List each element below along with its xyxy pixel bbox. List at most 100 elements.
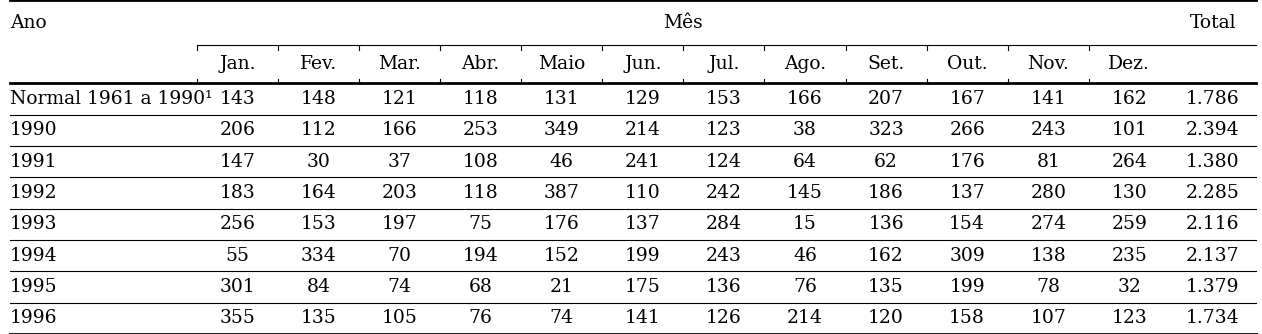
Text: Out.: Out. [946, 55, 987, 73]
Text: 259: 259 [1112, 215, 1147, 233]
Text: 55: 55 [226, 247, 250, 265]
Text: 153: 153 [705, 90, 742, 108]
Text: 107: 107 [1030, 309, 1066, 327]
Text: 124: 124 [705, 153, 742, 171]
Text: Abr.: Abr. [462, 55, 500, 73]
Text: 101: 101 [1112, 121, 1147, 139]
Text: 129: 129 [625, 90, 661, 108]
Text: Maio: Maio [538, 55, 586, 73]
Text: 334: 334 [300, 247, 337, 265]
Text: Jun.: Jun. [625, 55, 661, 73]
Text: 152: 152 [544, 247, 579, 265]
Text: 46: 46 [550, 153, 574, 171]
Text: 2.116: 2.116 [1186, 215, 1239, 233]
Text: 46: 46 [793, 247, 817, 265]
Text: 118: 118 [463, 90, 498, 108]
Text: 1995: 1995 [10, 278, 58, 296]
Text: 123: 123 [705, 121, 742, 139]
Text: 323: 323 [868, 121, 904, 139]
Text: 74: 74 [387, 278, 411, 296]
Text: 241: 241 [625, 153, 661, 171]
Text: 126: 126 [705, 309, 742, 327]
Text: 207: 207 [868, 90, 904, 108]
Text: 38: 38 [793, 121, 817, 139]
Text: Nov.: Nov. [1027, 55, 1069, 73]
Text: 112: 112 [300, 121, 337, 139]
Text: 81: 81 [1036, 153, 1060, 171]
Text: 235: 235 [1112, 247, 1147, 265]
Text: 105: 105 [381, 309, 418, 327]
Text: 243: 243 [1030, 121, 1066, 139]
Text: 1.786: 1.786 [1186, 90, 1239, 108]
Text: 253: 253 [463, 121, 498, 139]
Text: 1996: 1996 [10, 309, 58, 327]
Text: 1.379: 1.379 [1186, 278, 1239, 296]
Text: 243: 243 [705, 247, 742, 265]
Text: 131: 131 [544, 90, 579, 108]
Text: 108: 108 [463, 153, 498, 171]
Text: 355: 355 [220, 309, 255, 327]
Text: 110: 110 [625, 184, 661, 202]
Text: 349: 349 [544, 121, 579, 139]
Text: 1990: 1990 [10, 121, 58, 139]
Text: 78: 78 [1036, 278, 1060, 296]
Text: 214: 214 [625, 121, 661, 139]
Text: 309: 309 [949, 247, 986, 265]
Text: 2.137: 2.137 [1186, 247, 1239, 265]
Text: 68: 68 [468, 278, 492, 296]
Text: 135: 135 [300, 309, 337, 327]
Text: 138: 138 [1030, 247, 1066, 265]
Text: 166: 166 [382, 121, 418, 139]
Text: 153: 153 [300, 215, 337, 233]
Text: 147: 147 [220, 153, 255, 171]
Text: 30: 30 [307, 153, 331, 171]
Text: 256: 256 [220, 215, 255, 233]
Text: 1994: 1994 [10, 247, 58, 265]
Text: Set.: Set. [867, 55, 905, 73]
Text: Jan.: Jan. [220, 55, 256, 73]
Text: 120: 120 [868, 309, 904, 327]
Text: 136: 136 [707, 278, 742, 296]
Text: 301: 301 [220, 278, 255, 296]
Text: 62: 62 [875, 153, 899, 171]
Text: 1993: 1993 [10, 215, 58, 233]
Text: 64: 64 [793, 153, 817, 171]
Text: 1991: 1991 [10, 153, 58, 171]
Text: 143: 143 [220, 90, 255, 108]
Text: 158: 158 [949, 309, 986, 327]
Text: Normal 1961 a 1990¹: Normal 1961 a 1990¹ [10, 90, 212, 108]
Text: Ano: Ano [10, 13, 47, 31]
Text: 1992: 1992 [10, 184, 58, 202]
Text: 136: 136 [868, 215, 904, 233]
Text: 162: 162 [868, 247, 904, 265]
Text: 197: 197 [381, 215, 418, 233]
Text: 199: 199 [625, 247, 660, 265]
Text: 141: 141 [625, 309, 661, 327]
Text: 214: 214 [787, 309, 823, 327]
Text: 164: 164 [300, 184, 337, 202]
Text: 199: 199 [949, 278, 984, 296]
Text: 74: 74 [550, 309, 574, 327]
Text: 2.394: 2.394 [1186, 121, 1239, 139]
Text: 166: 166 [787, 90, 823, 108]
Text: 154: 154 [949, 215, 986, 233]
Text: 176: 176 [544, 215, 579, 233]
Text: 2.285: 2.285 [1186, 184, 1239, 202]
Text: 118: 118 [463, 184, 498, 202]
Text: Total: Total [1190, 13, 1235, 31]
Text: Jul.: Jul. [708, 55, 740, 73]
Text: 15: 15 [793, 215, 817, 233]
Text: Mar.: Mar. [379, 55, 422, 73]
Text: 32: 32 [1117, 278, 1141, 296]
Text: 1.380: 1.380 [1186, 153, 1239, 171]
Text: 203: 203 [381, 184, 418, 202]
Text: 148: 148 [300, 90, 337, 108]
Text: 175: 175 [625, 278, 661, 296]
Text: 130: 130 [1112, 184, 1147, 202]
Text: 76: 76 [468, 309, 492, 327]
Text: 75: 75 [468, 215, 492, 233]
Text: 274: 274 [1030, 215, 1066, 233]
Text: 70: 70 [387, 247, 411, 265]
Text: 387: 387 [544, 184, 579, 202]
Text: 1.734: 1.734 [1186, 309, 1239, 327]
